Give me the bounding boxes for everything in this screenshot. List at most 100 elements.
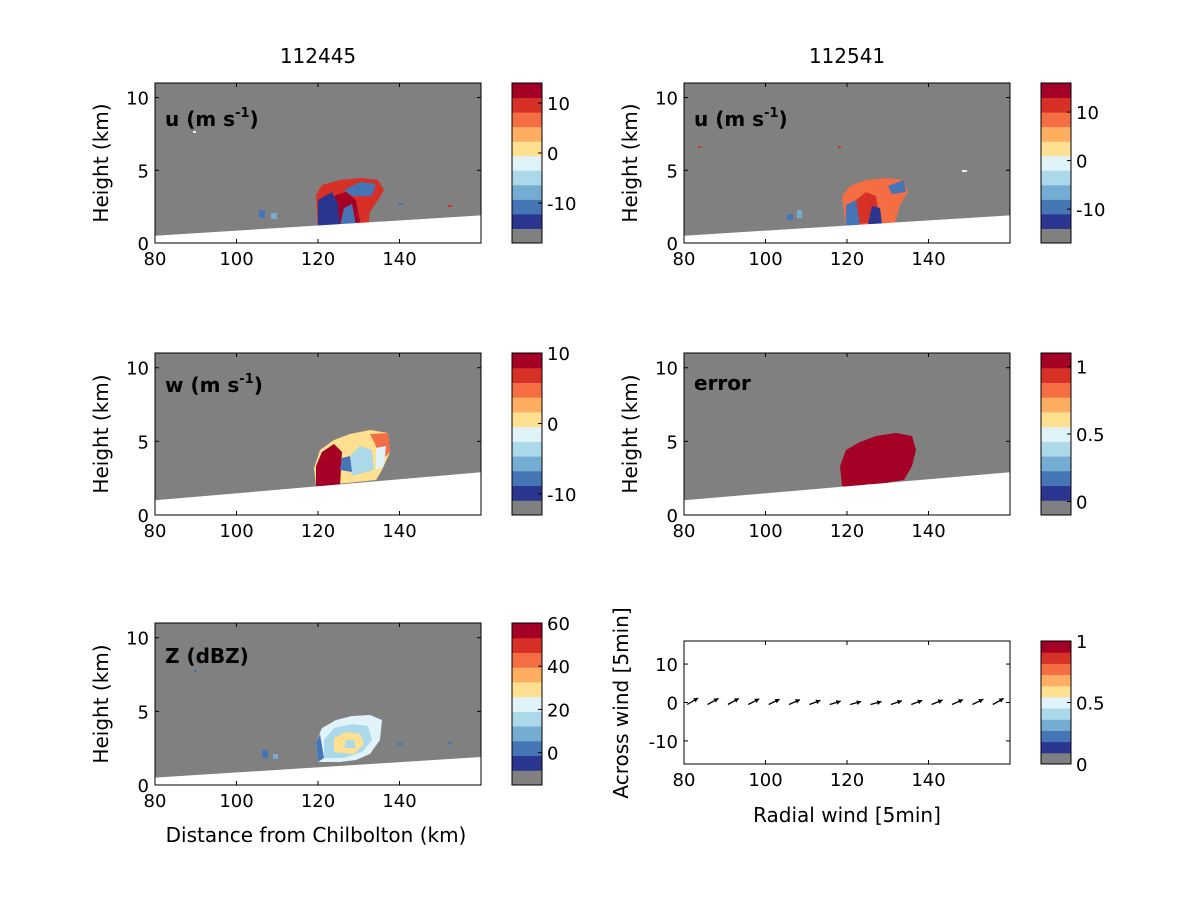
panel-wind: 80 100 120 140 100-10 Across wind [5min] Ra… — [609, 607, 1105, 827]
echo-region-updraft — [316, 444, 342, 486]
colorbar-segment — [512, 411, 542, 428]
wind-arrow-head — [998, 698, 1004, 703]
colorbar-segment — [1041, 456, 1071, 472]
panel-background — [684, 641, 1010, 764]
colorbar-tick-label: 1 — [1076, 358, 1087, 379]
echo-speckle — [273, 754, 278, 759]
ground-mask — [684, 472, 1010, 515]
wind-arrow — [972, 698, 984, 706]
colorbar-tick-label: 20 — [547, 700, 570, 721]
x-tick-label: 140 — [382, 249, 416, 270]
echo-speckle — [397, 743, 403, 745]
wind-arrow-head — [856, 700, 862, 705]
x-axis-label: Distance from Chilbolton (km) — [166, 823, 467, 847]
x-axis-label: Radial wind [5min] — [753, 803, 941, 827]
colorbar-segment — [1041, 641, 1071, 653]
wind-arrow-head — [795, 699, 801, 704]
colorbar-segment — [1041, 126, 1071, 142]
colorbar-segment — [1041, 708, 1071, 720]
y-axis-label: Height (km) — [89, 644, 113, 763]
colorbar-tick-label: 10 — [547, 344, 570, 365]
colorbar-segment — [512, 184, 542, 200]
y-ticks: 0 5 10 — [126, 359, 481, 527]
colorbar-tick-label: 0 — [1076, 755, 1087, 776]
x-tick-label: 120 — [301, 791, 335, 812]
x-tick-label: 120 — [830, 521, 864, 542]
echo-speckle — [797, 210, 802, 218]
colorbar-segment — [1041, 696, 1071, 709]
colorbar-segment — [512, 696, 542, 712]
colorbar-segment — [1041, 741, 1071, 754]
colorbar-tick-label: 0.5 — [1076, 425, 1105, 446]
y-tick-label: 5 — [667, 161, 678, 182]
y-tick-label: 5 — [138, 702, 149, 723]
echo-speckle — [698, 146, 701, 148]
wind-arrow-head — [876, 700, 882, 705]
colorbar-segment — [512, 711, 542, 727]
wind-arrow — [870, 700, 882, 706]
y-ticks: 0 5 10 — [126, 89, 481, 255]
colorbar-segment — [1041, 228, 1071, 244]
y-axis-label: Height (km) — [618, 103, 642, 222]
colorbar: 10 0 -10 — [511, 344, 576, 516]
panel-label: w (m s-1) — [165, 372, 263, 397]
echo-region-top — [344, 182, 376, 196]
y-ticks: 10 0 -10 — [649, 655, 1010, 753]
colorbar-segment — [1041, 752, 1071, 765]
x-ticks: 80 100 120 140 — [673, 83, 946, 270]
colorbar-segment — [512, 228, 542, 244]
colorbar-segment — [1041, 663, 1071, 676]
wind-arrow — [890, 699, 903, 706]
y-tick-label: 10 — [655, 655, 678, 676]
echo-speckle — [262, 750, 268, 758]
wind-arrow — [992, 697, 1005, 706]
colorbar-segment — [512, 97, 542, 113]
colorbar-segment — [512, 681, 542, 698]
colorbar-frame — [1040, 82, 1072, 244]
echo-region-negative-2 — [868, 206, 882, 224]
x-tick-label: 120 — [830, 770, 864, 791]
colorbar-tick-label: 40 — [547, 657, 570, 678]
colorbar-segment — [1041, 485, 1071, 501]
wind-arrow — [747, 698, 760, 706]
panel-label: u (m s-1) — [694, 106, 788, 131]
colorbar-segment — [1041, 213, 1071, 229]
y-axis-label: Across wind [5min] — [609, 607, 633, 798]
y-tick-label: 10 — [655, 359, 678, 380]
x-ticks: 80 100 120 140 — [673, 353, 946, 542]
x-tick-label: 100 — [219, 791, 253, 812]
colorbar-segment — [512, 213, 542, 229]
echo-region-light — [376, 446, 386, 470]
x-tick-label: 100 — [219, 249, 253, 270]
x-tick-label: 80 — [673, 770, 696, 791]
colorbar-segment — [512, 485, 542, 501]
y-tick-label: 0 — [667, 234, 678, 255]
colorbar-segment — [1041, 112, 1071, 128]
x-tick-label: 120 — [830, 249, 864, 270]
colorbar-segment — [512, 199, 542, 215]
colorbar-segment — [512, 755, 542, 771]
colorbar-tick-label: 0.5 — [1076, 694, 1105, 715]
wind-arrow-head — [835, 700, 841, 705]
y-tick-label: 5 — [138, 432, 149, 453]
colorbar-segment — [512, 441, 542, 457]
colorbar-segment — [512, 623, 542, 639]
x-tick-label: 140 — [382, 791, 416, 812]
colorbar-segment — [1041, 155, 1071, 171]
colorbar-segment — [1041, 500, 1071, 516]
x-tick-label: 140 — [911, 521, 945, 542]
y-tick-label: 0 — [667, 694, 678, 715]
wind-arrow — [788, 698, 801, 706]
colorbar-tick-label: -10 — [1076, 200, 1105, 221]
ground-mask — [155, 757, 481, 785]
wind-arrow-head — [917, 699, 923, 705]
echo-region-edge — [316, 734, 324, 762]
x-tick-label: 100 — [748, 770, 782, 791]
y-tick-label: 10 — [126, 89, 149, 110]
y-axis-label: Height (km) — [618, 374, 642, 493]
wind-arrow — [829, 700, 841, 706]
colorbar-segment — [512, 770, 542, 786]
panel-label: error — [694, 371, 751, 395]
colorbar-segment — [512, 726, 542, 742]
colorbar-tick-label: 0 — [1076, 152, 1087, 173]
